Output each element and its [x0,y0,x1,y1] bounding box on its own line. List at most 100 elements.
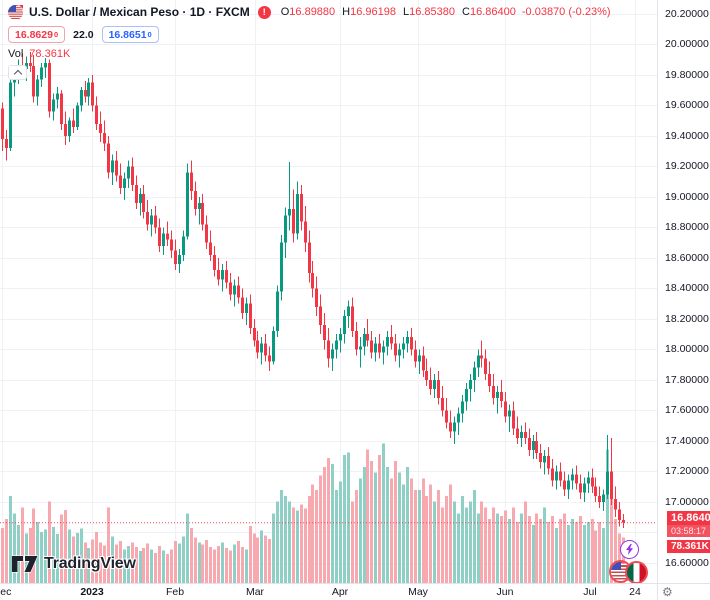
collapse-pane-button[interactable] [8,65,27,80]
candle-body [347,306,350,316]
volume-bar [178,543,181,583]
tradingview-watermark[interactable]: TradingView [12,555,136,573]
volume-bar [311,484,314,583]
volume-bar [72,536,75,583]
volume-bar [425,495,428,583]
volume-bar [441,507,444,583]
price-tick-label: 17.40000 [665,434,709,447]
candle-body [606,471,609,495]
time-tick-label: May [408,586,428,598]
volume-bar [162,550,165,583]
candle-body [414,349,417,362]
symbol-title[interactable]: U.S. Dollar / Mexican Peso · 1D · FXCM [29,5,250,19]
volume-bar [406,466,409,583]
bar-countdown: 03:58:17 [667,525,710,537]
volume-bar [594,530,597,583]
candle-body [488,373,491,386]
candle-body [292,209,295,234]
price-tick-label: 17.20000 [665,465,709,478]
candle-body [343,315,346,335]
candle-body [508,410,511,417]
axis-settings-gear-icon[interactable]: ⚙ [662,585,673,599]
candle-body [304,221,307,243]
candle-body [406,337,409,344]
volume-bar [300,504,303,583]
mexico-flag-reaction-icon[interactable] [625,561,648,583]
candle-body [311,273,314,289]
candle-body [587,477,590,484]
last-price-badge: 16.86400 03:58:17 [667,511,710,537]
candle-body [107,143,110,173]
alert-icon[interactable]: ! [257,5,271,19]
candle-body [559,471,562,481]
volume-bar [339,481,342,583]
volume-legend: Vol 78.361K [8,48,611,60]
lightning-boost-icon[interactable] [620,540,639,559]
candle-body [166,233,169,240]
high-value: 16.96198 [350,6,397,18]
chart-pane[interactable]: U.S. Dollar / Mexican Peso · 1D · FXCM !… [0,0,657,583]
volume-bar [292,507,295,583]
volume-bar [288,501,291,583]
candle-body [543,456,546,463]
candle-body [182,236,185,255]
candle-body [382,346,385,353]
axis-corner: ⚙ [657,583,710,600]
candle-body [162,233,165,246]
candle-body [363,334,366,347]
volume-bar [194,537,197,583]
volume-bar [532,524,535,583]
candle-body [594,486,597,496]
candle-body [602,494,605,502]
sell-price-pip: 0 [53,30,59,39]
tradingview-logo-icon [12,555,38,573]
volume-bar [543,507,546,583]
candle-body [477,355,480,368]
time-tick-label: 2023 [80,586,104,598]
volume-bar [84,542,87,583]
price-tick-label: 20.20000 [665,7,709,20]
candle-body [394,343,397,356]
volume-bar [583,524,586,583]
price-axis[interactable]: 16.86400 03:58:17 78.361K 20.20000 20.000… [657,0,710,583]
candle-body [331,349,334,359]
candle-body [205,224,208,243]
candle-body [111,160,114,173]
volume-bar [410,478,413,583]
candle-body [119,175,122,188]
volume-bar [433,501,436,583]
candle-body [591,477,594,487]
volume-bar [32,508,35,583]
volume-bar [370,461,373,583]
buy-price-button[interactable]: 16.8651 0 [101,26,159,43]
candle-body [174,250,177,264]
candle-body [480,355,483,359]
candle-body [201,203,204,225]
candle-body [453,422,456,432]
candle-body [150,215,153,225]
candle-body [370,340,373,353]
candle-body [461,401,464,414]
candle-body [469,379,472,389]
candlestick-chart[interactable] [0,0,657,583]
volume-bar [535,513,538,583]
volume-bar [127,545,130,583]
volume-bar [36,522,39,583]
volume-bar [103,545,106,583]
volume-bar [225,548,228,583]
buy-price-pip: 0 [147,30,152,39]
volume-bar [331,463,334,583]
volume-bar [284,495,287,583]
volume-bar [253,533,256,583]
candle-body [614,498,617,510]
candle-body [355,331,358,350]
time-axis[interactable]: Dec 2023 Feb Mar Apr May Jun Jul 24 [0,583,657,600]
candle-body [441,398,444,411]
price-tick-label: 19.80000 [665,68,709,81]
candle-body [60,93,63,124]
sell-price-button[interactable]: 16.8629 0 [8,26,66,43]
candle-body [547,456,550,469]
candle-body [437,379,440,399]
candle-body [146,212,149,225]
volume-bar [68,529,71,583]
